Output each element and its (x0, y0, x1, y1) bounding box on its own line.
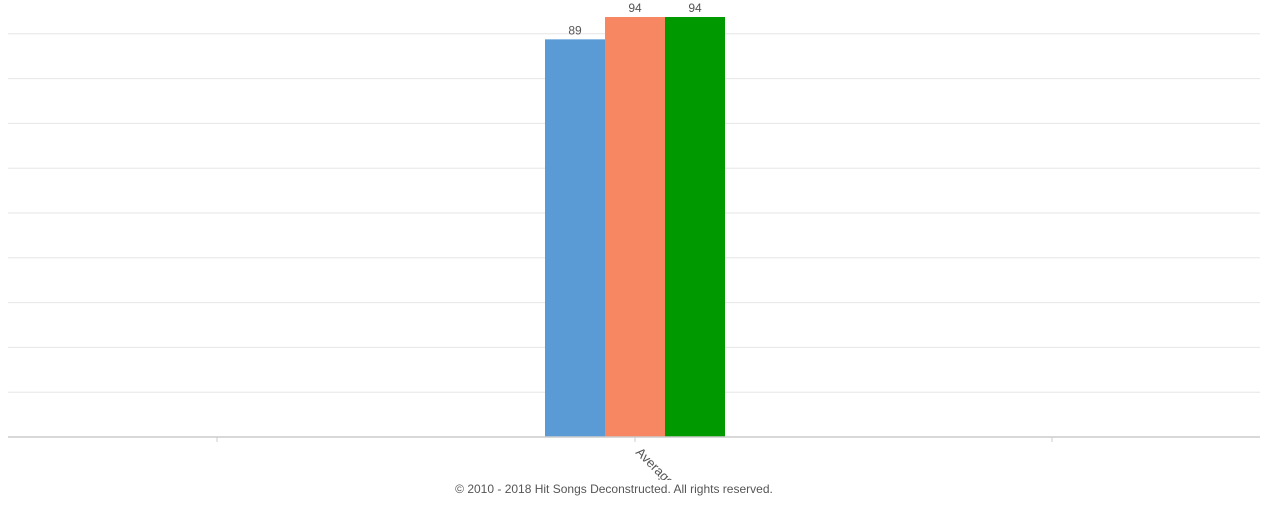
x-tick-label: Average (633, 445, 678, 480)
copyright-footer: © 2010 - 2018 Hit Songs Deconstructed. A… (455, 482, 773, 496)
bar-chart: 89 94 94 Average (8, 1, 1260, 480)
data-labels: 89 94 94 (568, 1, 702, 37)
data-label-series-3: 94 (688, 1, 702, 15)
data-label-series-2: 94 (628, 1, 642, 15)
data-label-series-1: 89 (568, 23, 582, 37)
x-axis-ticks (216, 437, 1053, 442)
bar-series-1[interactable] (545, 39, 605, 438)
x-axis-labels: Average (633, 445, 678, 480)
bar-series-2[interactable] (605, 17, 665, 437)
bar-group (545, 17, 725, 438)
bar-series-3[interactable] (665, 17, 725, 437)
